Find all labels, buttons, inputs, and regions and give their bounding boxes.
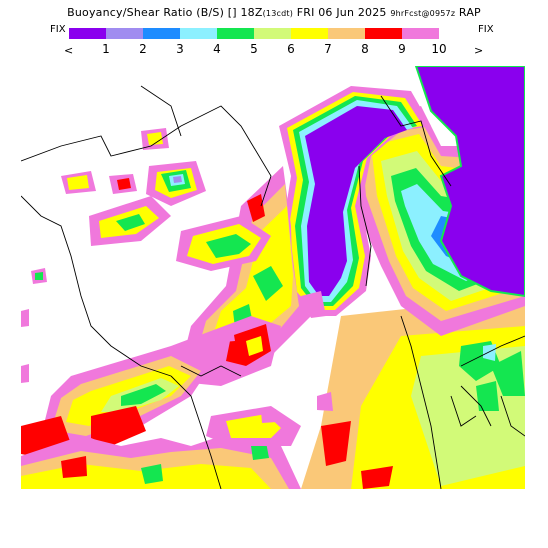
- tick-label-4: 4: [213, 42, 221, 56]
- tick-label-10: 10: [431, 42, 447, 56]
- color-swatch-5: [217, 28, 254, 39]
- tick-label-9: 9: [398, 42, 406, 56]
- sw-red-band: [91, 406, 146, 446]
- speck-4: [261, 409, 277, 423]
- se-pink-spot: [317, 392, 333, 411]
- bl-green-spot-1: [141, 464, 163, 484]
- bl-red-spot: [61, 456, 87, 478]
- chart-title: Buoyancy/Shear Ratio (B/S) [] 18Z(13cdt)…: [67, 6, 481, 19]
- se-cyan-spot: [483, 344, 496, 361]
- nw-yellow-cell-4: [147, 132, 163, 145]
- nw-green-cell-1: [116, 214, 145, 231]
- color-swatch-6: [254, 28, 291, 39]
- tick-label-1: 1: [102, 42, 110, 56]
- tick-label-3: 3: [176, 42, 184, 56]
- mi-inner-line: [460, 385, 492, 427]
- gb-green-band: [206, 234, 251, 258]
- mi-border: [400, 315, 442, 489]
- county-line-2: [450, 395, 477, 427]
- color-swatch-3: [143, 28, 180, 39]
- huron-shore: [380, 95, 452, 187]
- tick-label-8: 8: [361, 42, 369, 56]
- squiggle-2: [180, 365, 242, 377]
- county-line-1: [500, 395, 525, 437]
- speck-1-inner: [35, 272, 43, 280]
- tick-label-7: 7: [324, 42, 332, 56]
- se-red-spot-1: [321, 421, 351, 466]
- sw-green-blob: [121, 384, 166, 406]
- lake-huron-outline: [414, 66, 525, 298]
- bl-green-spot-2: [251, 442, 269, 460]
- color-swatch-7: [291, 28, 328, 39]
- fix-left-button[interactable]: FIX: [50, 24, 66, 35]
- il-border: [170, 375, 222, 489]
- tick-label-5: 5: [250, 42, 258, 56]
- wi-border: [21, 105, 272, 207]
- color-swatch-10: [402, 28, 439, 39]
- tick-label-2: 2: [139, 42, 147, 56]
- il-yellow-band: [246, 336, 263, 356]
- wi-west-border: [21, 195, 172, 377]
- color-swatch-1: [69, 28, 106, 39]
- speck-5: [221, 329, 235, 342]
- tick-label-6: 6: [287, 42, 295, 56]
- fix-right-button[interactable]: FIX: [478, 24, 494, 35]
- next-arrow-button[interactable]: >: [474, 44, 484, 57]
- speck-3: [21, 364, 29, 383]
- nw-yellow-cell-3: [67, 175, 89, 190]
- nw-red-cell-5: [117, 178, 131, 190]
- color-legend-ticks: 1 2 3 4 5 6 7 8 9 10: [60, 42, 490, 56]
- michigan-east-shore: [358, 165, 372, 287]
- se-lightgreen-field: [411, 346, 525, 486]
- color-legend: [69, 28, 439, 39]
- color-swatch-2: [106, 28, 143, 39]
- se-green-blob-2: [476, 381, 499, 411]
- boundaries: [21, 85, 525, 489]
- color-swatch-4: [180, 28, 217, 39]
- wi-red-spot: [247, 194, 265, 222]
- lake-huron: [416, 66, 525, 296]
- nw-lavender-cell-2: [173, 176, 182, 183]
- lake-erie-line: [460, 335, 525, 367]
- forecast-map: [21, 66, 525, 489]
- se-red-spot-2: [361, 466, 393, 489]
- prev-arrow-button[interactable]: <: [64, 44, 74, 57]
- wi-yellow-band: [211, 206, 293, 346]
- pink-streak: [301, 291, 326, 318]
- lake-michigan: [305, 106, 407, 296]
- wi-green-spot-1: [253, 266, 283, 301]
- squiggle-1: [140, 85, 182, 137]
- speck-2: [21, 309, 29, 327]
- se-green-blob-3: [491, 351, 525, 396]
- color-swatch-8: [328, 28, 365, 39]
- color-swatch-9: [365, 28, 402, 39]
